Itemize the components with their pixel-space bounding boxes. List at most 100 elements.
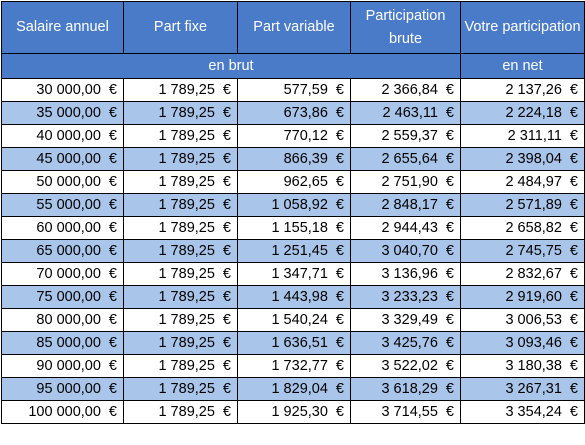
cell-value: 3 714,55	[381, 404, 438, 420]
currency-symbol: €	[445, 266, 454, 282]
header-participation-brute: Participation brute	[350, 1, 461, 54]
cell-participation-brute: 2 751,90 €	[350, 170, 461, 194]
cell-salaire-annuel: 80 000,00 €	[1, 308, 124, 332]
cell-salaire-annuel: 55 000,00 €	[1, 193, 124, 217]
cell-votre-participation: 2 398,04 €	[460, 147, 585, 171]
currency-symbol: €	[108, 243, 117, 259]
subheader-row: en brut en net	[1, 53, 585, 79]
subheader-en-brut: en brut	[1, 53, 461, 79]
cell-value: 30 000,00	[36, 82, 101, 98]
currency-symbol: €	[335, 82, 344, 98]
currency-symbol: €	[335, 128, 344, 144]
table-body: 30 000,00 €1 789,25 €577,59 €2 366,84 €2 137…	[1, 78, 585, 424]
cell-salaire-annuel: 40 000,00 €	[1, 124, 124, 148]
cell-value: 1 347,71	[271, 266, 328, 282]
cell-participation-brute: 3 329,49 €	[350, 308, 461, 332]
currency-symbol: €	[335, 105, 344, 121]
cell-part-fixe: 1 789,25 €	[123, 193, 238, 217]
currency-symbol: €	[569, 266, 578, 282]
cell-part-fixe: 1 789,25 €	[123, 147, 238, 171]
cell-part-variable: 770,12 €	[237, 124, 351, 148]
cell-value: 2 398,04	[505, 151, 562, 167]
cell-value: 1 789,25	[158, 82, 215, 98]
subheader-en-net: en net	[460, 53, 585, 79]
cell-salaire-annuel: 50 000,00 €	[1, 170, 124, 194]
cell-part-fixe: 1 789,25 €	[123, 124, 238, 148]
cell-part-variable: 1 925,30 €	[237, 400, 351, 424]
cell-votre-participation: 3 354,24 €	[460, 400, 585, 424]
cell-value: 1 636,51	[271, 335, 328, 351]
cell-participation-brute: 2 655,64 €	[350, 147, 461, 171]
cell-value: 3 136,96	[381, 266, 438, 282]
currency-symbol: €	[222, 128, 231, 144]
currency-symbol: €	[108, 358, 117, 374]
cell-value: 3 267,31	[505, 381, 562, 397]
currency-symbol: €	[108, 128, 117, 144]
cell-value: 2 848,17	[381, 197, 438, 213]
cell-part-variable: 866,39 €	[237, 147, 351, 171]
cell-value: 3 618,29	[381, 381, 438, 397]
cell-participation-brute: 2 944,43 €	[350, 216, 461, 240]
cell-value: 1 789,25	[158, 358, 215, 374]
cell-value: 3 354,24	[505, 404, 562, 420]
cell-value: 50 000,00	[36, 174, 101, 190]
cell-value: 2 832,67	[505, 266, 562, 282]
cell-value: 35 000,00	[36, 105, 101, 121]
cell-value: 3 040,70	[381, 243, 438, 259]
cell-votre-participation: 2 224,18 €	[460, 101, 585, 125]
currency-symbol: €	[445, 289, 454, 305]
cell-value: 95 000,00	[36, 381, 101, 397]
cell-participation-brute: 3 136,96 €	[350, 262, 461, 286]
currency-symbol: €	[222, 220, 231, 236]
cell-value: 2 944,43	[381, 220, 438, 236]
table-row: 35 000,00 €1 789,25 €673,86 €2 463,11 €2 224…	[1, 101, 585, 125]
cell-votre-participation: 2 311,11 €	[460, 124, 585, 148]
participation-table: Salaire annuel Part fixe Part variable P…	[1, 1, 585, 424]
cell-value: 2 311,11	[507, 128, 562, 144]
cell-participation-brute: 3 425,76 €	[350, 331, 461, 355]
table-row: 55 000,00 €1 789,25 €1 058,92 €2 848,17 €2 5…	[1, 193, 585, 217]
cell-part-fixe: 1 789,25 €	[123, 308, 238, 332]
currency-symbol: €	[569, 82, 578, 98]
table-row: 65 000,00 €1 789,25 €1 251,45 €3 040,70 €2 7…	[1, 239, 585, 263]
cell-votre-participation: 2 571,89 €	[460, 193, 585, 217]
currency-symbol: €	[569, 128, 578, 144]
cell-value: 1 155,18	[271, 220, 328, 236]
cell-part-fixe: 1 789,25 €	[123, 170, 238, 194]
cell-participation-brute: 3 040,70 €	[350, 239, 461, 263]
cell-salaire-annuel: 85 000,00 €	[1, 331, 124, 355]
cell-salaire-annuel: 70 000,00 €	[1, 262, 124, 286]
cell-salaire-annuel: 35 000,00 €	[1, 101, 124, 125]
currency-symbol: €	[222, 404, 231, 420]
cell-value: 3 180,38	[505, 358, 562, 374]
cell-value: 1 443,98	[271, 289, 328, 305]
cell-value: 45 000,00	[36, 151, 101, 167]
cell-part-fixe: 1 789,25 €	[123, 377, 238, 401]
table-row: 40 000,00 €1 789,25 €770,12 €2 559,37 €2 311…	[1, 124, 585, 148]
cell-value: 1 925,30	[271, 404, 328, 420]
cell-participation-brute: 2 463,11 €	[350, 101, 461, 125]
header-salaire-annuel: Salaire annuel	[1, 1, 124, 54]
cell-value: 3 233,23	[381, 289, 438, 305]
currency-symbol: €	[569, 312, 578, 328]
cell-value: 2 571,89	[505, 197, 562, 213]
cell-part-fixe: 1 789,25 €	[123, 239, 238, 263]
cell-votre-participation: 3 180,38 €	[460, 354, 585, 378]
currency-symbol: €	[569, 289, 578, 305]
currency-symbol: €	[335, 358, 344, 374]
cell-value: 866,39	[283, 151, 328, 167]
cell-part-fixe: 1 789,25 €	[123, 262, 238, 286]
cell-salaire-annuel: 90 000,00 €	[1, 354, 124, 378]
cell-value: 962,65	[283, 174, 328, 190]
cell-part-fixe: 1 789,25 €	[123, 354, 238, 378]
cell-participation-brute: 2 848,17 €	[350, 193, 461, 217]
currency-symbol: €	[445, 82, 454, 98]
currency-symbol: €	[108, 289, 117, 305]
currency-symbol: €	[335, 312, 344, 328]
cell-value: 1 829,04	[271, 381, 328, 397]
cell-part-variable: 1 058,92 €	[237, 193, 351, 217]
currency-symbol: €	[445, 243, 454, 259]
cell-value: 3 425,76	[381, 335, 438, 351]
currency-symbol: €	[108, 335, 117, 351]
cell-part-variable: 1 443,98 €	[237, 285, 351, 309]
